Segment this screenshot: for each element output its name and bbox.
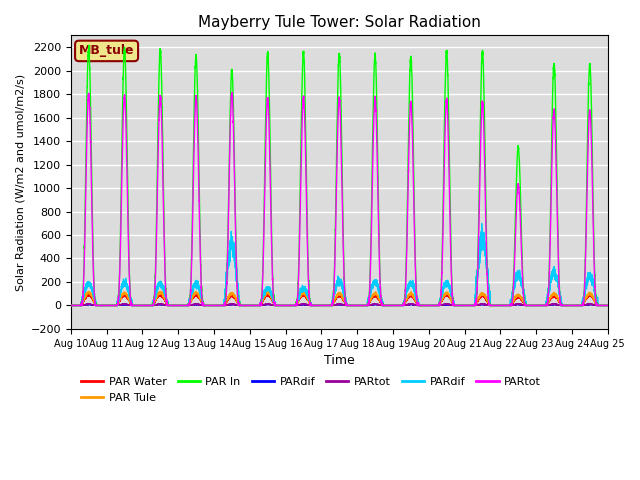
PARdif_blue (250, 302, 257, 308)
PARdif_blue (67, 302, 75, 308)
PAR In (604, 302, 612, 308)
PARdif_blue (575, 302, 582, 308)
PAR Water (157, 291, 165, 297)
PARtot_magenta (250, 302, 257, 308)
PARtot_purple (460, 302, 467, 308)
PAR Tule (575, 302, 582, 308)
PARtot_purple (250, 302, 257, 308)
PARdif_cyan (581, 288, 589, 294)
Line: PARdif_blue: PARdif_blue (71, 304, 608, 305)
PAR Water (604, 302, 612, 308)
PARtot_magenta (321, 302, 329, 308)
Line: PARtot_purple: PARtot_purple (71, 304, 608, 305)
PAR In (85, 42, 93, 48)
PARtot_magenta (604, 302, 612, 308)
PARtot_magenta (575, 302, 582, 308)
PAR Tule (581, 298, 589, 303)
PARdif_blue (120, 301, 128, 307)
PAR Water (581, 298, 589, 303)
Line: PAR Tule: PAR Tule (71, 291, 608, 305)
PAR In (67, 302, 75, 308)
PARdif_blue (604, 302, 612, 308)
PAR In (250, 302, 257, 308)
PAR Tule (321, 302, 329, 308)
PARdif_blue (321, 302, 329, 308)
PAR Tule (67, 302, 75, 308)
PAR In (460, 302, 467, 308)
PARdif_cyan (67, 302, 75, 308)
Line: PAR Water: PAR Water (71, 294, 608, 305)
PARtot_purple (228, 301, 236, 307)
PARtot_magenta (228, 89, 236, 95)
PARdif_cyan (460, 302, 467, 308)
PARdif_cyan (604, 302, 612, 308)
PAR Water (67, 302, 75, 308)
Line: PARdif_cyan: PARdif_cyan (71, 224, 608, 305)
PAR Tule (604, 302, 612, 308)
PARtot_magenta (475, 242, 483, 248)
PARtot_magenta (67, 302, 75, 308)
Text: MB_tule: MB_tule (79, 45, 134, 58)
PAR Water (250, 302, 257, 308)
Legend: PAR Water, PAR Tule, PAR In, PARdif, PARtot, PARdif, PARtot: PAR Water, PAR Tule, PAR In, PARdif, PAR… (76, 372, 545, 407)
Title: Mayberry Tule Tower: Solar Radiation: Mayberry Tule Tower: Solar Radiation (198, 15, 481, 30)
PARdif_cyan (474, 257, 482, 263)
PARdif_blue (581, 302, 589, 308)
PAR In (475, 229, 483, 235)
PAR In (581, 262, 589, 268)
PARtot_magenta (581, 270, 589, 276)
Line: PAR In: PAR In (71, 45, 608, 305)
PARdif_cyan (321, 302, 329, 308)
PARdif_blue (475, 302, 483, 308)
PAR Tule (475, 295, 483, 301)
PAR Water (575, 302, 582, 308)
PAR Water (460, 302, 467, 308)
PAR Tule (460, 302, 467, 308)
PARtot_purple (575, 302, 582, 308)
PARtot_purple (604, 302, 612, 308)
PAR In (575, 302, 582, 308)
Y-axis label: Solar Radiation (W/m2 and umol/m2/s): Solar Radiation (W/m2 and umol/m2/s) (15, 73, 25, 291)
X-axis label: Time: Time (324, 354, 355, 367)
PARtot_purple (321, 302, 329, 308)
PAR Tule (250, 302, 257, 308)
PARdif_cyan (250, 302, 257, 308)
PARdif_cyan (478, 221, 486, 227)
PAR Tule (264, 288, 272, 294)
PAR In (321, 302, 329, 308)
PAR Water (475, 297, 483, 303)
PARdif_blue (460, 302, 467, 308)
Line: PARtot_magenta: PARtot_magenta (71, 92, 608, 305)
PARtot_purple (581, 302, 589, 308)
PAR Water (321, 302, 329, 308)
PARtot_purple (67, 302, 75, 308)
PARtot_magenta (460, 302, 467, 308)
PARdif_cyan (575, 302, 582, 308)
PARtot_purple (475, 302, 483, 308)
